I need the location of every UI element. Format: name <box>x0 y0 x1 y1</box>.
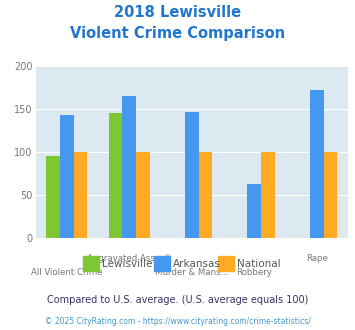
Text: Arkansas: Arkansas <box>173 259 221 269</box>
Bar <box>261 152 275 238</box>
Bar <box>122 96 136 238</box>
Bar <box>185 112 198 238</box>
Text: Violent Crime Comparison: Violent Crime Comparison <box>70 26 285 41</box>
Text: 2018 Lewisville: 2018 Lewisville <box>114 5 241 20</box>
Bar <box>109 113 122 238</box>
Bar <box>198 152 212 238</box>
Text: All Violent Crime: All Violent Crime <box>31 268 103 277</box>
Bar <box>310 90 323 238</box>
Bar <box>73 152 87 238</box>
Text: Compared to U.S. average. (U.S. average equals 100): Compared to U.S. average. (U.S. average … <box>47 295 308 305</box>
Text: Lewisville: Lewisville <box>102 259 152 269</box>
Bar <box>247 183 261 238</box>
Text: Aggravated Assault: Aggravated Assault <box>87 254 171 263</box>
Text: © 2025 CityRating.com - https://www.cityrating.com/crime-statistics/: © 2025 CityRating.com - https://www.city… <box>45 317 310 326</box>
Text: Robbery: Robbery <box>236 268 272 277</box>
Text: National: National <box>237 259 280 269</box>
Bar <box>60 115 73 238</box>
Text: Rape: Rape <box>306 254 328 263</box>
Bar <box>323 152 337 238</box>
Bar <box>136 152 150 238</box>
Text: Murder & Mans...: Murder & Mans... <box>155 268 229 277</box>
Bar <box>46 156 60 238</box>
